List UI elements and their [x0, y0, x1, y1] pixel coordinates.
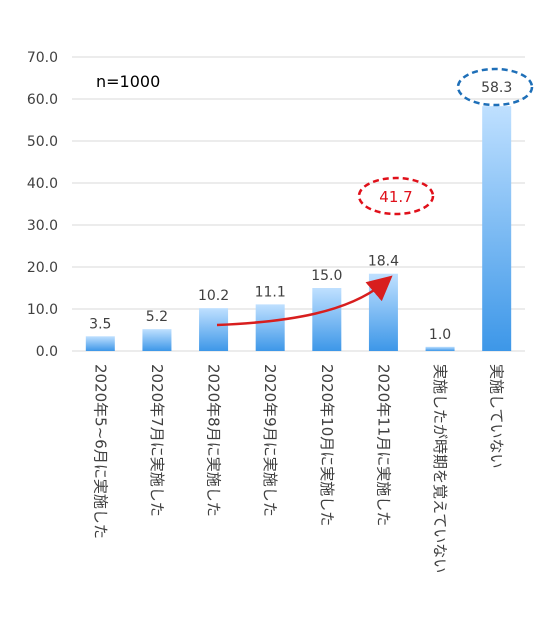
x-category-label: 2020年7月に実施した [148, 364, 166, 517]
y-tick-label: 30.0 [27, 218, 58, 234]
bar [255, 304, 285, 351]
y-tick-label: 60.0 [27, 92, 58, 108]
x-category-label: 2020年8月に実施した [205, 364, 223, 517]
bar [199, 308, 229, 351]
sample-size-label: n=1000 [96, 72, 160, 91]
y-axis-ticks: 0.0 10.0 20.0 30.0 40.0 50.0 60.0 70.0 [27, 50, 58, 360]
cumulative-total-circle [357, 176, 435, 216]
x-category-label: 2020年11月に実施した [374, 364, 392, 526]
data-label: 18.4 [368, 254, 399, 270]
not-implemented-circle [456, 67, 534, 107]
bar [85, 336, 115, 351]
bars [85, 106, 512, 351]
growth-arrow [216, 275, 393, 327]
y-tick-label: 10.0 [27, 302, 58, 318]
data-label: 11.1 [255, 284, 286, 300]
y-tick-label: 20.0 [27, 260, 58, 276]
y-tick-label: 50.0 [27, 134, 58, 150]
data-label: 10.2 [198, 288, 229, 304]
y-tick-label: 70.0 [27, 50, 58, 66]
bar [312, 288, 342, 351]
data-label: 15.0 [311, 268, 342, 284]
data-label: 1.0 [429, 327, 451, 343]
x-category-label: 2020年9月に実施した [261, 364, 279, 517]
x-axis-categories: 2020年5~6月に実施した 2020年7月に実施した 2020年8月に実施した 20… [91, 364, 505, 573]
bar [425, 346, 455, 351]
bar [368, 273, 398, 351]
annotations: n=1000 41.7 [96, 67, 534, 327]
x-category-label: 2020年5~6月に実施した [91, 364, 109, 539]
gridlines [72, 56, 525, 352]
x-category-label: 実施していない [488, 364, 506, 469]
x-category-label: 2020年10月に実施した [318, 364, 336, 526]
data-label: 3.5 [89, 316, 111, 332]
cumulative-total-label: 41.7 [379, 188, 412, 206]
x-category-label: 実施したが時期を覚えていない [431, 364, 449, 573]
bar [142, 329, 172, 351]
data-label: 58.3 [481, 80, 512, 96]
y-tick-label: 0.0 [36, 344, 58, 360]
data-labels: 3.5 5.2 10.2 11.1 15.0 18.4 1.0 58.3 [89, 80, 512, 343]
bar [482, 106, 512, 351]
data-label: 5.2 [146, 309, 168, 325]
y-tick-label: 40.0 [27, 176, 58, 192]
